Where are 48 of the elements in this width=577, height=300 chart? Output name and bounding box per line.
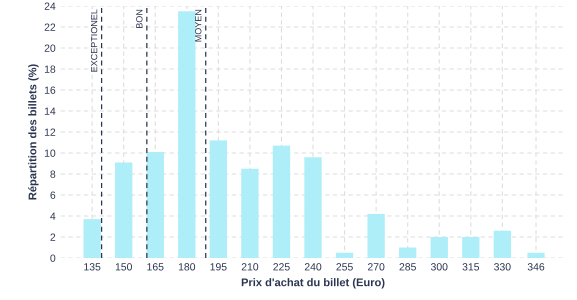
x-tick-label: 300 xyxy=(430,263,448,271)
x-tick-label: 135 xyxy=(84,263,100,271)
x-tick-label: 255 xyxy=(336,263,353,271)
y-tick-label: 16 xyxy=(44,86,56,94)
y-tick-label: 6 xyxy=(50,192,56,199)
y-tick-label: 24 xyxy=(44,2,56,10)
x-tick-label: 195 xyxy=(210,263,227,271)
x-tick-label: 315 xyxy=(462,263,480,271)
y-tick-label: 18 xyxy=(44,66,56,73)
bar xyxy=(527,252,545,258)
bar xyxy=(399,248,416,258)
bar xyxy=(494,230,512,258)
ref-line-label: MOYEN xyxy=(195,10,202,42)
x-tick-label: 346 xyxy=(528,263,544,271)
x-axis-title: Prix d'achat du billet (Euro) xyxy=(242,278,384,288)
x-tick-label: 150 xyxy=(116,263,132,271)
bar xyxy=(367,214,385,258)
x-tick-label: 270 xyxy=(368,263,384,271)
ref-line-label: BON xyxy=(136,10,143,28)
y-tick-label: 20 xyxy=(44,44,56,52)
y-tick-label: 12 xyxy=(44,128,56,136)
bar xyxy=(430,237,448,258)
y-tick-label: 4 xyxy=(50,212,56,220)
y-tick-label: 22 xyxy=(44,24,56,31)
x-tick-label: 165 xyxy=(147,263,164,271)
y-tick-label: 14 xyxy=(44,108,56,115)
bar xyxy=(336,252,354,258)
x-tick-label: 285 xyxy=(400,263,416,271)
x-tick-label: 240 xyxy=(304,263,322,271)
y-tick-label: 2 xyxy=(50,234,56,241)
bar xyxy=(272,146,290,258)
x-tick-label: 180 xyxy=(178,263,196,271)
x-tick-label: 330 xyxy=(494,263,511,271)
x-tick-label: 210 xyxy=(242,263,258,271)
y-tick-label: 0 xyxy=(50,254,56,262)
y-axis-title: Répartition des billets (%) xyxy=(28,64,39,200)
bar xyxy=(178,11,196,258)
bar xyxy=(210,140,228,258)
bar xyxy=(241,168,259,258)
bar xyxy=(462,237,480,258)
x-tick-label: 225 xyxy=(273,263,290,271)
y-tick-label: 10 xyxy=(44,150,56,157)
ref-line-label: EXCEPTIONEL xyxy=(90,9,98,72)
bar xyxy=(83,219,101,258)
bar xyxy=(304,157,322,258)
bar xyxy=(146,152,164,258)
y-tick-label: 8 xyxy=(50,170,56,178)
bar xyxy=(115,162,132,258)
